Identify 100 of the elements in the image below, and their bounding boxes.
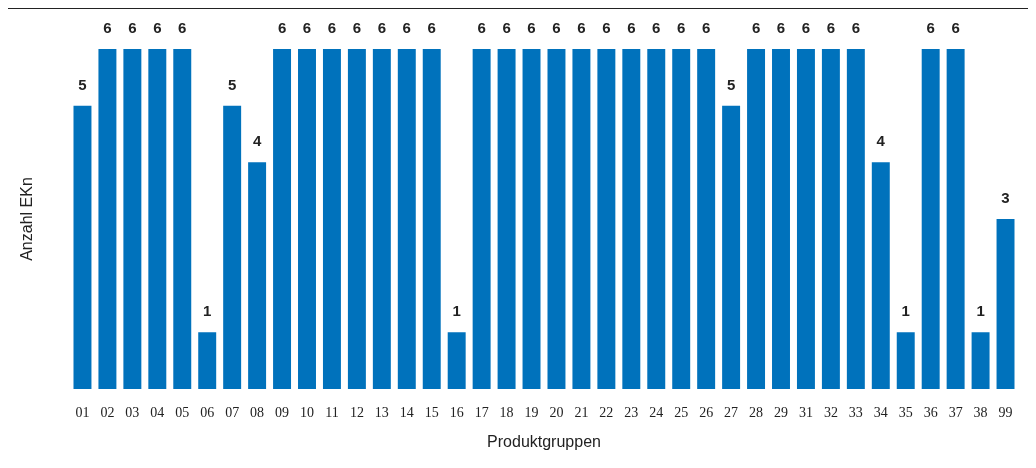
data-label: 5 <box>227 75 237 93</box>
bar <box>472 49 491 389</box>
x-tick-label: 01 <box>75 404 90 420</box>
bar <box>397 49 416 389</box>
bar <box>747 49 766 389</box>
data-label: 6 <box>851 19 861 36</box>
x-tick-label: 27 <box>724 404 739 420</box>
bar <box>821 49 840 389</box>
x-tick-label: 19 <box>524 404 539 420</box>
data-label: 4 <box>876 132 886 150</box>
bar <box>996 219 1015 389</box>
x-tick-label: 02 <box>100 404 115 420</box>
bar <box>123 49 142 389</box>
data-label: 6 <box>951 19 960 36</box>
data-label: 6 <box>377 19 387 36</box>
bar <box>622 49 641 389</box>
bar <box>871 162 890 389</box>
x-tick-label: 04 <box>150 404 165 420</box>
data-label: 6 <box>677 19 686 36</box>
x-tick-label: 20 <box>549 404 564 420</box>
x-tick-label: 03 <box>125 404 140 420</box>
data-label: 3 <box>1001 189 1010 206</box>
bar <box>173 49 192 389</box>
data-label: 6 <box>178 19 187 36</box>
x-tick-label: 36 <box>923 404 938 420</box>
x-tick-label: 10 <box>300 404 314 420</box>
bar <box>522 49 541 389</box>
x-tick-label: 15 <box>424 404 439 420</box>
bar <box>921 49 940 389</box>
x-tick-label: 06 <box>200 404 215 420</box>
data-label: 6 <box>701 19 711 36</box>
x-tick-label: 13 <box>374 404 389 420</box>
data-label: 5 <box>726 75 736 93</box>
data-label: 1 <box>901 302 910 320</box>
data-label: 6 <box>352 19 362 36</box>
bar <box>347 49 366 389</box>
bar <box>697 49 716 389</box>
data-label: 1 <box>203 302 212 320</box>
bar <box>896 332 915 389</box>
x-tick-label: 11 <box>325 404 339 420</box>
x-tick-label: 33 <box>848 404 863 420</box>
bar <box>597 49 616 389</box>
bar <box>772 49 790 389</box>
x-tick-label: 24 <box>649 404 664 420</box>
x-tick-label: 17 <box>474 404 489 420</box>
bar <box>447 332 466 389</box>
x-tick-label: 23 <box>624 404 639 420</box>
data-label: 6 <box>327 19 337 36</box>
x-tick-label: 99 <box>998 404 1013 420</box>
data-label: 5 <box>78 75 87 93</box>
data-label: 6 <box>527 19 536 36</box>
x-tick-label: 12 <box>349 404 364 420</box>
x-tick-label: 31 <box>798 404 813 420</box>
bar <box>672 49 691 389</box>
bar <box>223 105 242 389</box>
x-tick-label: 32 <box>823 404 838 420</box>
x-tick-label: 16 <box>449 404 464 420</box>
data-label: 6 <box>627 19 636 36</box>
x-tick-label: 28 <box>749 404 764 420</box>
bar <box>148 49 167 389</box>
data-label: 6 <box>801 19 811 36</box>
x-axis-title: Produktgruppen <box>487 432 601 450</box>
x-tick-label: 22 <box>599 404 614 420</box>
x-tick-label: 29 <box>774 404 788 420</box>
data-label: 6 <box>577 19 586 36</box>
x-tick-label: 07 <box>225 404 240 420</box>
bar <box>547 49 566 389</box>
data-label: 6 <box>153 19 162 36</box>
data-label: 6 <box>103 19 112 36</box>
bar <box>572 49 591 389</box>
data-label: 6 <box>277 19 287 36</box>
bar <box>971 332 990 389</box>
bar <box>796 49 815 389</box>
bar <box>322 49 341 389</box>
data-label: 6 <box>652 19 661 36</box>
data-label: 6 <box>128 19 137 36</box>
data-label: 6 <box>502 19 511 36</box>
data-label: 6 <box>552 19 561 36</box>
data-label: 1 <box>452 302 461 320</box>
data-label: 1 <box>976 302 985 320</box>
bar <box>73 105 92 389</box>
bar <box>497 49 516 389</box>
bar <box>946 49 965 389</box>
x-tick-label: 35 <box>898 404 913 420</box>
y-axis-title: Anzahl EKn <box>17 177 35 261</box>
bar <box>647 49 666 389</box>
data-label: 6 <box>302 19 312 36</box>
data-label: 6 <box>926 19 935 36</box>
x-tick-label: 08 <box>250 404 265 420</box>
data-label: 6 <box>402 19 411 36</box>
x-tick-label: 21 <box>574 404 589 420</box>
bar <box>273 49 292 389</box>
x-tick-label: 05 <box>175 404 190 420</box>
x-tick-label: 34 <box>873 404 888 420</box>
x-tick-label: 25 <box>674 404 689 420</box>
data-label: 6 <box>826 19 836 36</box>
data-label: 6 <box>602 19 611 36</box>
bar <box>98 49 117 389</box>
bar <box>248 162 267 389</box>
x-tick-label: 14 <box>399 404 414 420</box>
